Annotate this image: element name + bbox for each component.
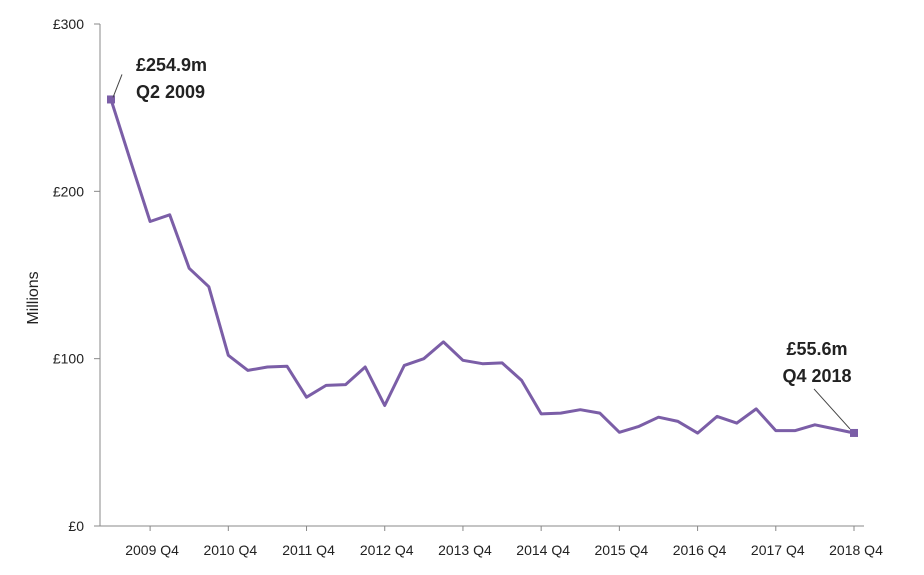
x-tick-label: 2011 Q4 [282, 542, 335, 558]
data-point [481, 362, 484, 365]
data-point [422, 357, 425, 360]
data-point [227, 354, 230, 357]
annotation-period: Q4 2018 [782, 366, 851, 386]
series-line [109, 98, 856, 435]
data-point [813, 423, 816, 426]
y-tick-label: £100 [53, 351, 84, 367]
data-point [618, 431, 621, 434]
data-point [285, 365, 288, 368]
x-tick-label: 2014 Q4 [516, 542, 570, 558]
y-axis-title: Millions [25, 271, 42, 324]
data-point [559, 412, 562, 415]
endpoint-marker [107, 95, 115, 104]
y-axis-ticks: £0 £100 £200 £300 [53, 16, 100, 534]
x-tick-label: 2009 Q4 [125, 542, 179, 558]
annotation-period: Q2 2009 [136, 82, 205, 102]
annotation-value: £55.6m [786, 339, 847, 359]
data-point [129, 160, 132, 163]
data-point [598, 412, 601, 415]
annotations-group: £254.9m Q2 2009 £55.6m Q4 2018 [107, 55, 858, 437]
data-point [696, 432, 699, 435]
data-point [637, 425, 640, 428]
data-point [383, 404, 386, 407]
data-point [207, 285, 210, 288]
data-point [501, 361, 504, 364]
data-point [735, 422, 738, 425]
data-point [794, 429, 797, 432]
x-tick-label: 2017 Q4 [751, 542, 805, 558]
y-tick-label: £0 [68, 518, 84, 534]
x-tick-label: 2015 Q4 [595, 542, 649, 558]
data-point [364, 366, 367, 369]
y-tick-label: £200 [53, 183, 84, 199]
data-point [246, 369, 249, 372]
data-point [833, 427, 836, 430]
data-point [677, 420, 680, 423]
data-point [755, 407, 758, 410]
endpoint-marker [850, 428, 858, 437]
x-tick-label: 2016 Q4 [673, 542, 727, 558]
data-point [520, 379, 523, 382]
annotation-leader [813, 388, 851, 430]
data-point [168, 213, 171, 216]
y-tick-label: £300 [53, 16, 84, 32]
data-point [461, 359, 464, 362]
data-point [344, 383, 347, 386]
data-point [266, 366, 269, 369]
series-group [109, 98, 856, 435]
data-point [325, 384, 328, 387]
x-tick-label: 2010 Q4 [203, 542, 257, 558]
data-point [149, 220, 152, 223]
data-point [774, 429, 777, 432]
axes [99, 24, 864, 527]
data-point [305, 396, 308, 399]
data-point [442, 340, 445, 343]
data-point [188, 267, 191, 270]
x-axis-ticks: 2009 Q4 2010 Q4 2011 Q4 2012 Q4 2013 Q4 2014 … [125, 526, 883, 558]
data-point [579, 408, 582, 411]
data-point [716, 415, 719, 418]
data-point [403, 364, 406, 367]
data-point [657, 416, 660, 419]
annotation-value: £254.9m [136, 55, 207, 75]
data-point [540, 412, 543, 415]
annotation-leader [112, 74, 123, 98]
x-tick-label: 2013 Q4 [438, 542, 492, 558]
x-tick-label: 2012 Q4 [360, 542, 414, 558]
x-tick-label: 2018 Q4 [829, 542, 883, 558]
